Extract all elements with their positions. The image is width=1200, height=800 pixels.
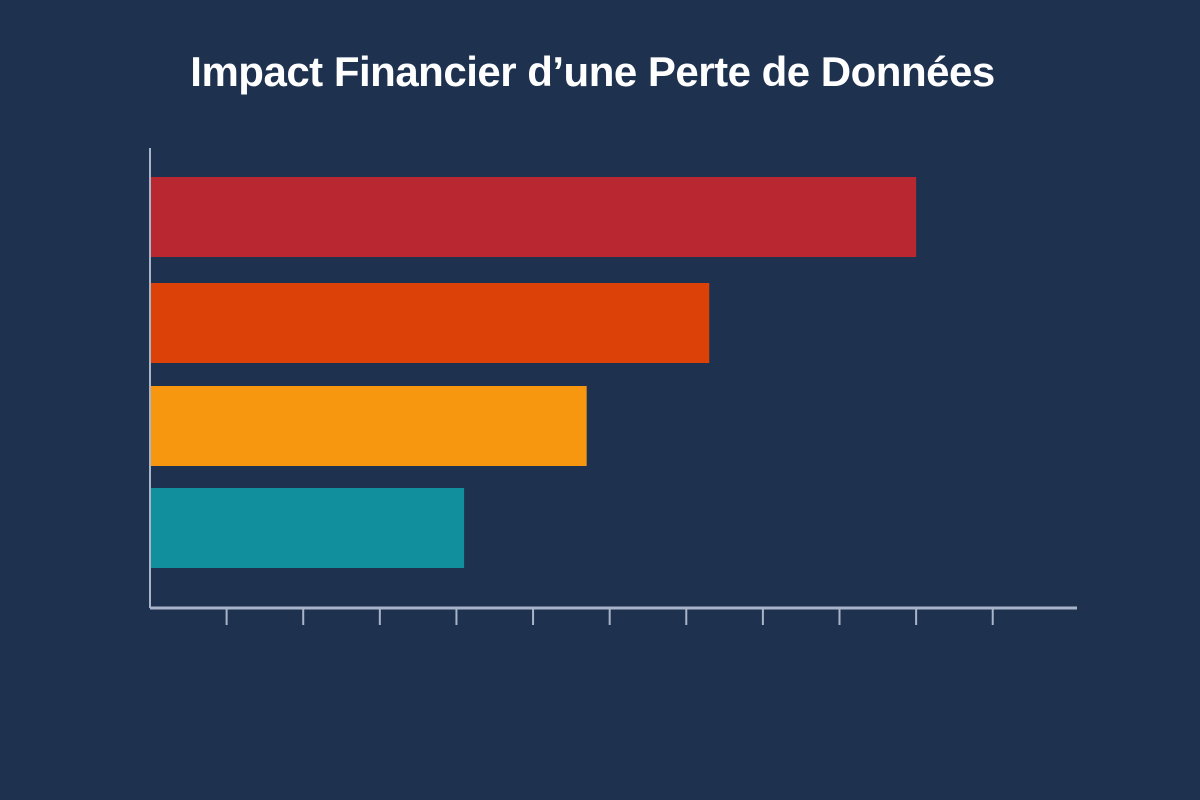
chart-title: Impact Financier d’une Perte de Données <box>190 48 995 95</box>
bar-3 <box>150 386 587 466</box>
bar-2 <box>150 283 710 363</box>
bar-4 <box>150 488 465 568</box>
bar-1 <box>150 177 917 257</box>
